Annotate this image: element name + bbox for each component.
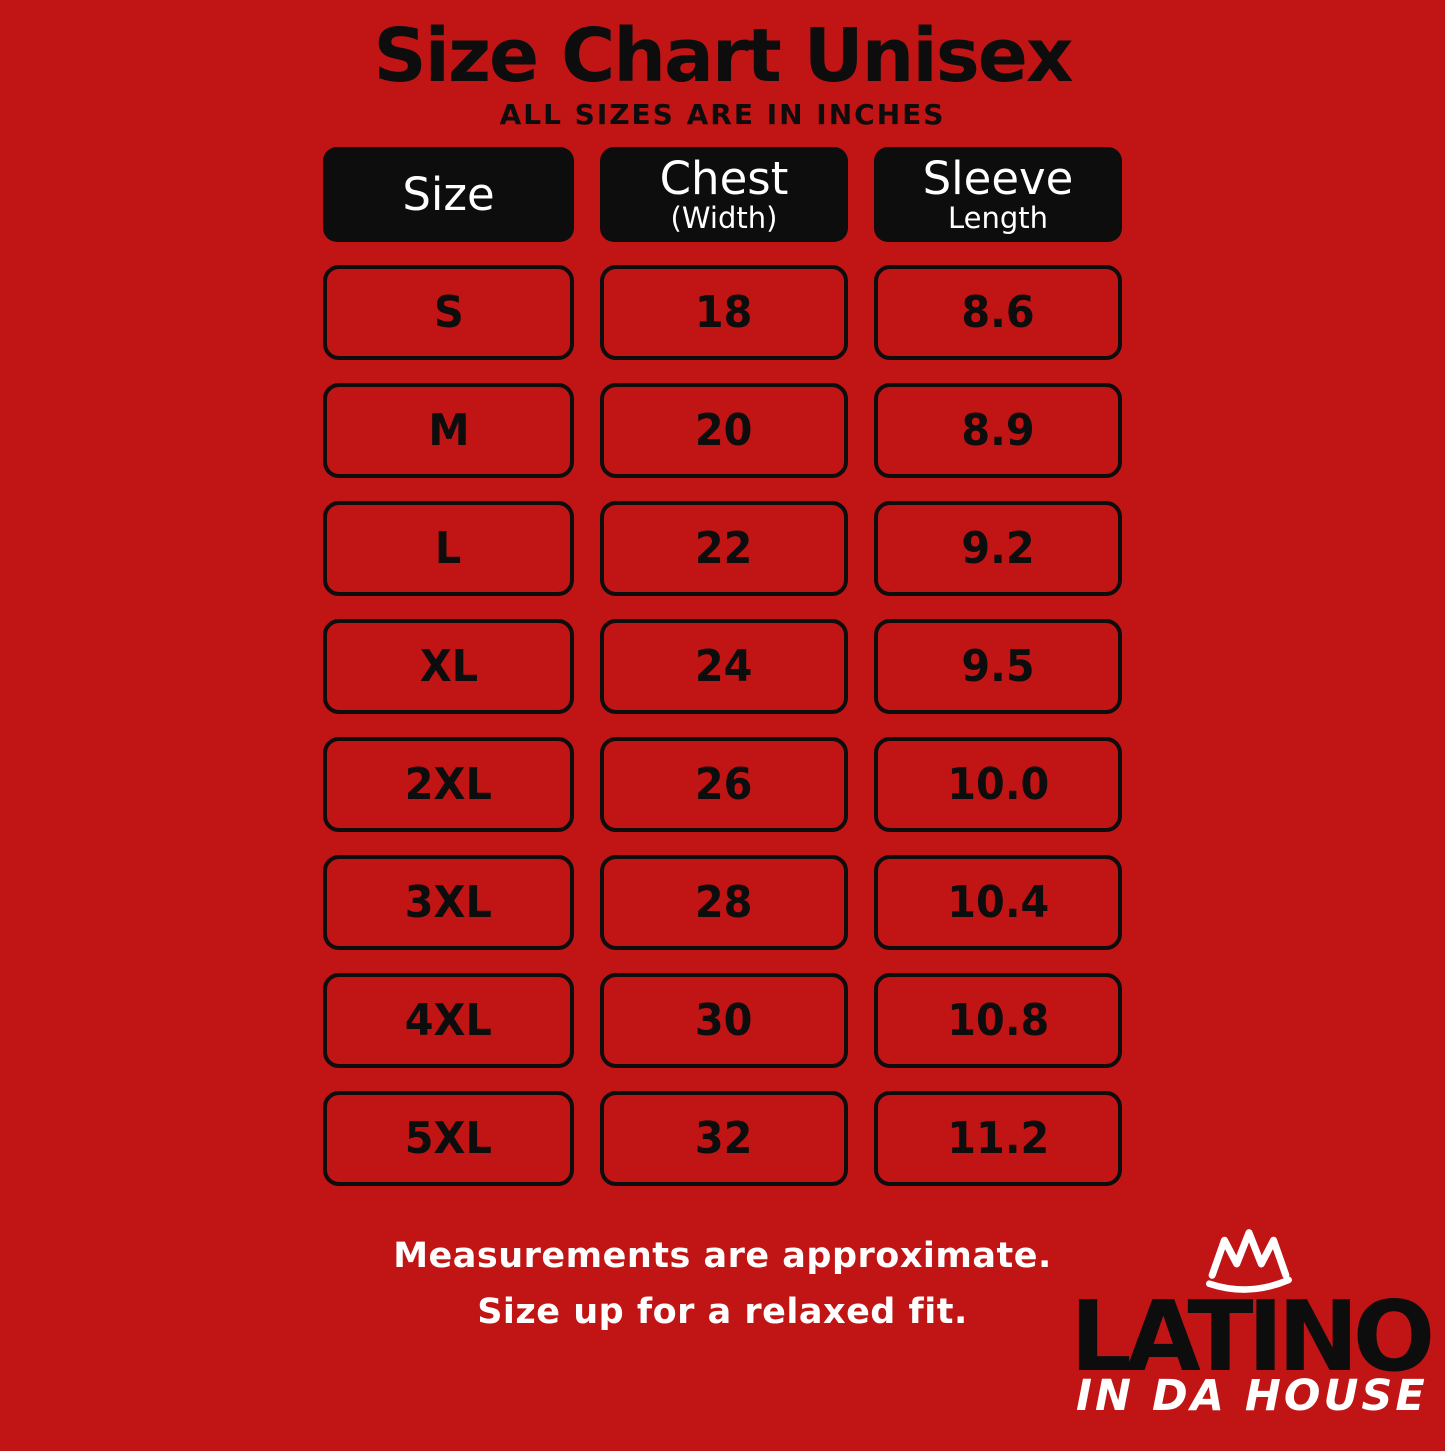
size-value: S — [433, 286, 464, 338]
chest-value: 32 — [695, 1112, 753, 1164]
sleeve-value: 10.8 — [946, 994, 1050, 1046]
size-value: 2XL — [404, 758, 493, 810]
cell-sleeve-4xl: 10.8 — [874, 972, 1122, 1068]
sleeve-value: 8.6 — [961, 286, 1035, 338]
chest-value: 20 — [695, 404, 753, 456]
cell-size-l: L — [323, 500, 574, 596]
size-value: XL — [419, 640, 478, 692]
brand-name: LATINO — [1070, 1280, 1435, 1393]
footer-line-2: Size up for a relaxed fit. — [477, 1292, 968, 1333]
cell-sleeve-2xl: 10.0 — [874, 736, 1122, 832]
cell-size-4xl: 4XL — [323, 972, 574, 1068]
chest-value: 28 — [695, 876, 753, 928]
cell-sleeve-3xl: 10.4 — [874, 854, 1122, 950]
size-value: M — [427, 404, 470, 456]
cell-size-5xl: 5XL — [323, 1090, 574, 1186]
sleeve-value: 10.4 — [946, 876, 1050, 928]
column-header-sleeve: Sleeve Length — [874, 146, 1122, 242]
cell-size-3xl: 3XL — [323, 854, 574, 950]
column-header-chest-label: Chest — [659, 151, 789, 205]
cell-chest-xl: 24 — [600, 618, 848, 714]
chest-value: 18 — [695, 286, 753, 338]
sleeve-value: 8.9 — [961, 404, 1035, 456]
cell-size-m: M — [323, 382, 574, 478]
size-value: 5XL — [404, 1112, 493, 1164]
cell-sleeve-l: 9.2 — [874, 500, 1122, 596]
footer-line-1: Measurements are approximate. — [393, 1235, 1052, 1276]
page-title: Size Chart Unisex — [373, 13, 1073, 99]
size-value: 4XL — [404, 994, 493, 1046]
sleeve-value: 9.5 — [961, 640, 1035, 692]
column-header-sleeve-sublabel: Length — [947, 201, 1049, 236]
chest-value: 22 — [695, 522, 753, 574]
column-header-chest: Chest (Width) — [600, 146, 848, 242]
column-header-size: Size — [323, 146, 574, 242]
footer-note: Measurements are approximate. Size up fo… — [0, 1228, 1445, 1341]
crown-icon — [1206, 1229, 1292, 1293]
cell-sleeve-5xl: 11.2 — [874, 1090, 1122, 1186]
cell-size-s: S — [323, 264, 574, 360]
cell-chest-5xl: 32 — [600, 1090, 848, 1186]
column-header-size-label: Size — [402, 167, 495, 221]
cell-chest-3xl: 28 — [600, 854, 848, 950]
cell-sleeve-s: 8.6 — [874, 264, 1122, 360]
column-header-chest-sublabel: (Width) — [670, 201, 778, 236]
brand-logo: LATINO IN DA HOUSE — [1070, 1228, 1445, 1421]
chest-value: 26 — [695, 758, 753, 810]
units-note: ALL SIZES ARE IN INCHES — [499, 97, 946, 131]
column-header-sleeve-label: Sleeve — [922, 151, 1074, 205]
cell-chest-2xl: 26 — [600, 736, 848, 832]
cell-chest-m: 20 — [600, 382, 848, 478]
cell-chest-s: 18 — [600, 264, 848, 360]
cell-chest-4xl: 30 — [600, 972, 848, 1068]
sleeve-value: 9.2 — [961, 522, 1035, 574]
size-value: 3XL — [404, 876, 493, 928]
sleeve-value: 10.0 — [946, 758, 1050, 810]
cell-size-xl: XL — [323, 618, 574, 714]
cell-sleeve-m: 8.9 — [874, 382, 1122, 478]
cell-chest-l: 22 — [600, 500, 848, 596]
brand-tagline: IN DA HOUSE — [1076, 1371, 1428, 1422]
sleeve-value: 11.2 — [946, 1112, 1050, 1164]
size-value: L — [435, 522, 462, 574]
chest-value: 24 — [695, 640, 753, 692]
chest-value: 30 — [695, 994, 753, 1046]
cell-sleeve-xl: 9.5 — [874, 618, 1122, 714]
cell-size-2xl: 2XL — [323, 736, 574, 832]
size-chart-table: Size Chest (Width) Sleeve Length S 18 8.… — [323, 146, 1122, 1186]
